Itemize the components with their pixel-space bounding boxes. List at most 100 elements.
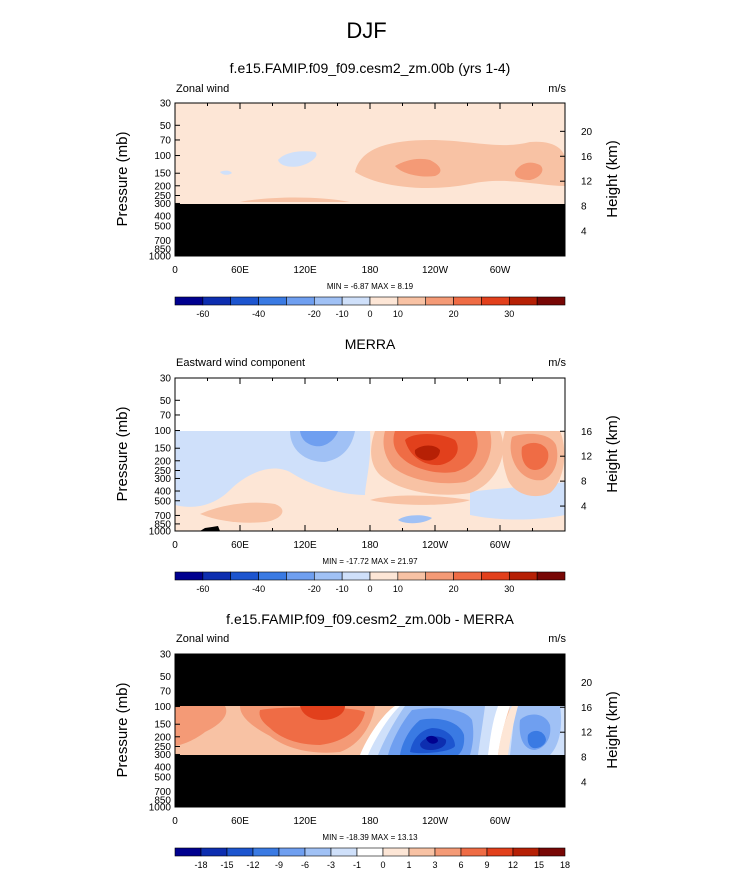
- colorbar-box: [252, 847, 280, 857]
- colorbar-box: [453, 571, 482, 581]
- lon-tick-label: 0: [172, 816, 178, 827]
- pressure-tick-label: 400: [154, 763, 171, 774]
- lon-tick-label: 180: [362, 540, 379, 551]
- pressure-tick-label: 500: [154, 772, 171, 783]
- pressure-tick-label: 700: [154, 236, 171, 247]
- colorbar-box: [330, 847, 358, 857]
- pressure-tick-label: 70: [160, 135, 172, 146]
- height-tick-label: 4: [581, 502, 587, 513]
- pressure-tick-label: 400: [154, 487, 171, 498]
- contour-positive-10-lower: [240, 197, 350, 202]
- pressure-tick-label: 500: [154, 496, 171, 507]
- colorbar-box: [408, 847, 436, 857]
- colorbar-box: [200, 847, 228, 857]
- height-tick-label: 8: [581, 477, 587, 488]
- topography: [200, 526, 220, 531]
- colorbar-label: 10: [393, 584, 403, 594]
- pressure-tick-label: 200: [154, 732, 171, 743]
- colorbar-label: 6: [458, 860, 463, 870]
- contour-positive-10: [355, 140, 565, 188]
- colorbar-label: 12: [508, 860, 518, 870]
- colorbar: -60 -40 -20 -10 0 10 20 30: [174, 296, 566, 319]
- left-label: Zonal wind: [176, 83, 229, 95]
- pressure-tick-label: 250: [154, 742, 171, 753]
- pressure-tick-label: 850: [154, 795, 171, 806]
- colorbar-box: [508, 296, 538, 306]
- colorbar-box: [536, 571, 566, 581]
- contour-negative-low: [398, 515, 432, 524]
- y-axis-label-right: Height (km): [604, 140, 621, 218]
- pressure-tick-label: 500: [154, 221, 171, 232]
- colorbar-box: [313, 571, 343, 581]
- pressure-tick-label: 300: [154, 474, 171, 485]
- colorbar-label: 30: [504, 584, 514, 594]
- y-axis-label-right: Height (km): [604, 691, 621, 769]
- units-label: m/s: [548, 83, 566, 95]
- pressure-tick-label: 300: [154, 750, 171, 761]
- colorbar-label: -3: [327, 860, 335, 870]
- pressure-tick-label: 400: [154, 212, 171, 223]
- height-tick-label: 16: [581, 427, 593, 438]
- stats-text: MIN = -6.87 MAX = 8.19: [327, 282, 414, 291]
- colorbar-label: 3: [432, 860, 437, 870]
- colorbar-label: 0: [380, 860, 385, 870]
- colorbar-label: 0: [367, 309, 372, 319]
- colorbar-box: [341, 296, 371, 306]
- contour-positive-lower-west: [200, 502, 283, 523]
- colorbar-label: -60: [196, 309, 209, 319]
- colorbar-box: [356, 847, 384, 857]
- panel-model: f.e15.FAMIP.f09_f09.cesm2_zm.00b (yrs 1-…: [114, 60, 621, 319]
- colorbar: -60 -40 -20 -10 0 10 20 30: [174, 571, 566, 594]
- pressure-tick-label: 850: [154, 519, 171, 530]
- lon-tick-label: 0: [172, 540, 178, 551]
- colorbar-box: [434, 847, 462, 857]
- colorbar-box: [174, 571, 204, 581]
- colorbar-box: [425, 296, 454, 306]
- colorbar-label: -10: [336, 309, 349, 319]
- colorbar-label: 18: [560, 860, 570, 870]
- y-axis-label: Pressure (mb): [114, 131, 131, 226]
- pressure-tick-label: 150: [154, 169, 171, 180]
- colorbar-box: [369, 296, 399, 306]
- colorbar-box: [397, 296, 427, 306]
- colorbar-box: [230, 296, 259, 306]
- lon-tick-label: 120E: [293, 265, 317, 276]
- y-axis-label: Pressure (mb): [114, 682, 131, 777]
- lon-tick-label: 60E: [231, 816, 249, 827]
- lon-tick-label: 60E: [231, 265, 249, 276]
- pressure-tick-label: 250: [154, 191, 171, 202]
- lon-tick-label: 120W: [422, 816, 449, 827]
- contour-pos-6: [175, 706, 227, 746]
- colorbar-label: 30: [504, 309, 514, 319]
- contour-negative-strong: [300, 431, 338, 447]
- left-label: Eastward wind component: [176, 357, 305, 369]
- contour-min-core: [426, 735, 438, 744]
- contour-max-core: [414, 445, 440, 461]
- colorbar-label: 0: [367, 584, 372, 594]
- contour-field: [175, 103, 565, 256]
- panel-title: f.e15.FAMIP.f09_f09.cesm2_zm.00b - MERRA: [226, 611, 514, 627]
- pressure-tick-label: 700: [154, 511, 171, 522]
- colorbar-box: [278, 847, 306, 857]
- mask-lower-troposphere: [175, 204, 565, 256]
- colorbar-label: -12: [246, 860, 259, 870]
- pressure-tick-label: 30: [160, 374, 172, 385]
- pressure-tick-label: 70: [160, 410, 172, 421]
- colorbar-label: -40: [252, 309, 265, 319]
- pressure-tick-label: 1000: [149, 803, 172, 814]
- colorbar-box: [481, 571, 510, 581]
- colorbar-box: [425, 571, 454, 581]
- height-tick-label: 8: [581, 753, 587, 764]
- contour-max-east: [395, 158, 441, 177]
- colorbar-label: 1: [406, 860, 411, 870]
- colorbar-box: [397, 571, 427, 581]
- contour-max-west: [514, 162, 543, 180]
- colorbar-label: 15: [534, 860, 544, 870]
- pressure-tick-label: 150: [154, 444, 171, 455]
- colorbar-label: -1: [353, 860, 361, 870]
- lon-tick-label: 60W: [490, 816, 511, 827]
- pressure-tick-label: 200: [154, 181, 171, 192]
